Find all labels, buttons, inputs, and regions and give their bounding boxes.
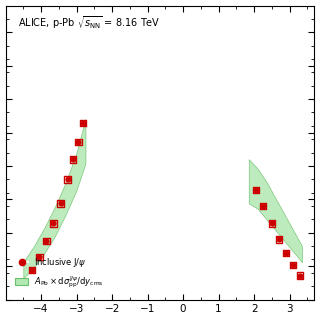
Point [80,121,85,126]
Point [298,273,303,278]
Text: ALICE, p-Pb $\sqrt{s_{\rm NN}}$ = 8.16 TeV: ALICE, p-Pb $\sqrt{s_{\rm NN}}$ = 8.16 T… [18,14,161,31]
Point [70,157,76,162]
Point [298,273,303,278]
Point [260,204,266,209]
Point [269,221,274,226]
Point [284,250,289,255]
Point [58,201,63,206]
Point [37,254,42,260]
Point [253,188,259,193]
Point [70,157,76,162]
Point [44,238,49,243]
Point [65,177,70,182]
Point [291,262,296,268]
Legend: Inclusive J/$\psi$, $A_{\rm Pb} \times {\rm d}\sigma_{\rm pp}^{{\rm J}/\psi}/{\r: Inclusive J/$\psi$, $A_{\rm Pb} \times {… [13,254,107,292]
Point [276,237,282,242]
Point [291,262,296,268]
Point [30,268,35,273]
Point [260,204,266,209]
Point [284,250,289,255]
Point [65,177,70,182]
Point [51,221,56,226]
Point [76,139,81,144]
Point [30,268,35,273]
Point [76,139,81,144]
Point [51,221,56,226]
Point [276,237,282,242]
Point [44,238,49,243]
Point [37,254,42,260]
Point [253,188,259,193]
Point [269,221,274,226]
Point [80,121,85,126]
Point [58,201,63,206]
